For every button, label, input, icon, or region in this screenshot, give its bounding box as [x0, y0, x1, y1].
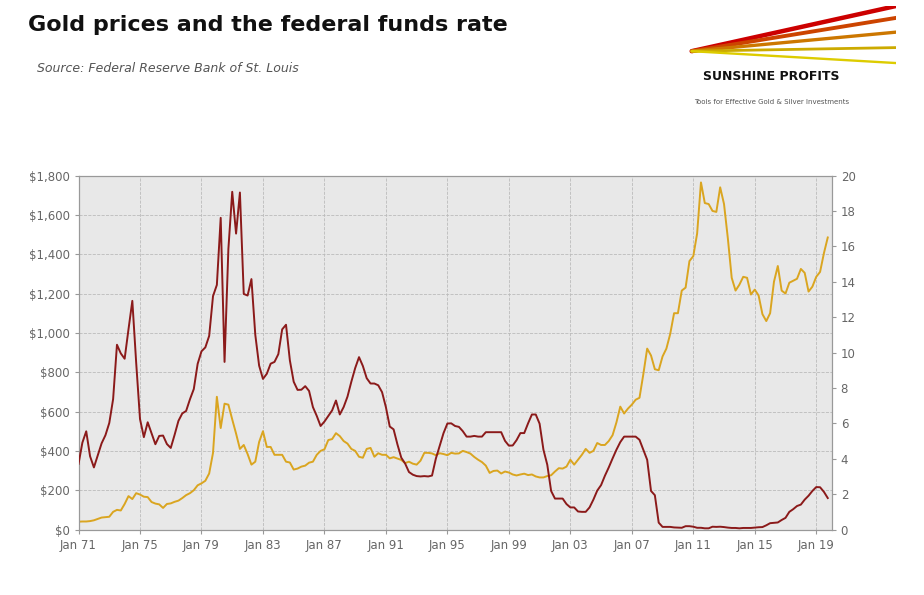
Text: Tools for Effective Gold & Silver Investments: Tools for Effective Gold & Silver Invest… — [694, 99, 849, 105]
Text: SUNSHINE PROFITS: SUNSHINE PROFITS — [703, 70, 840, 83]
Text: Source: Federal Reserve Bank of St. Louis: Source: Federal Reserve Bank of St. Loui… — [37, 62, 298, 76]
Text: Gold prices and the federal funds rate: Gold prices and the federal funds rate — [28, 15, 507, 35]
